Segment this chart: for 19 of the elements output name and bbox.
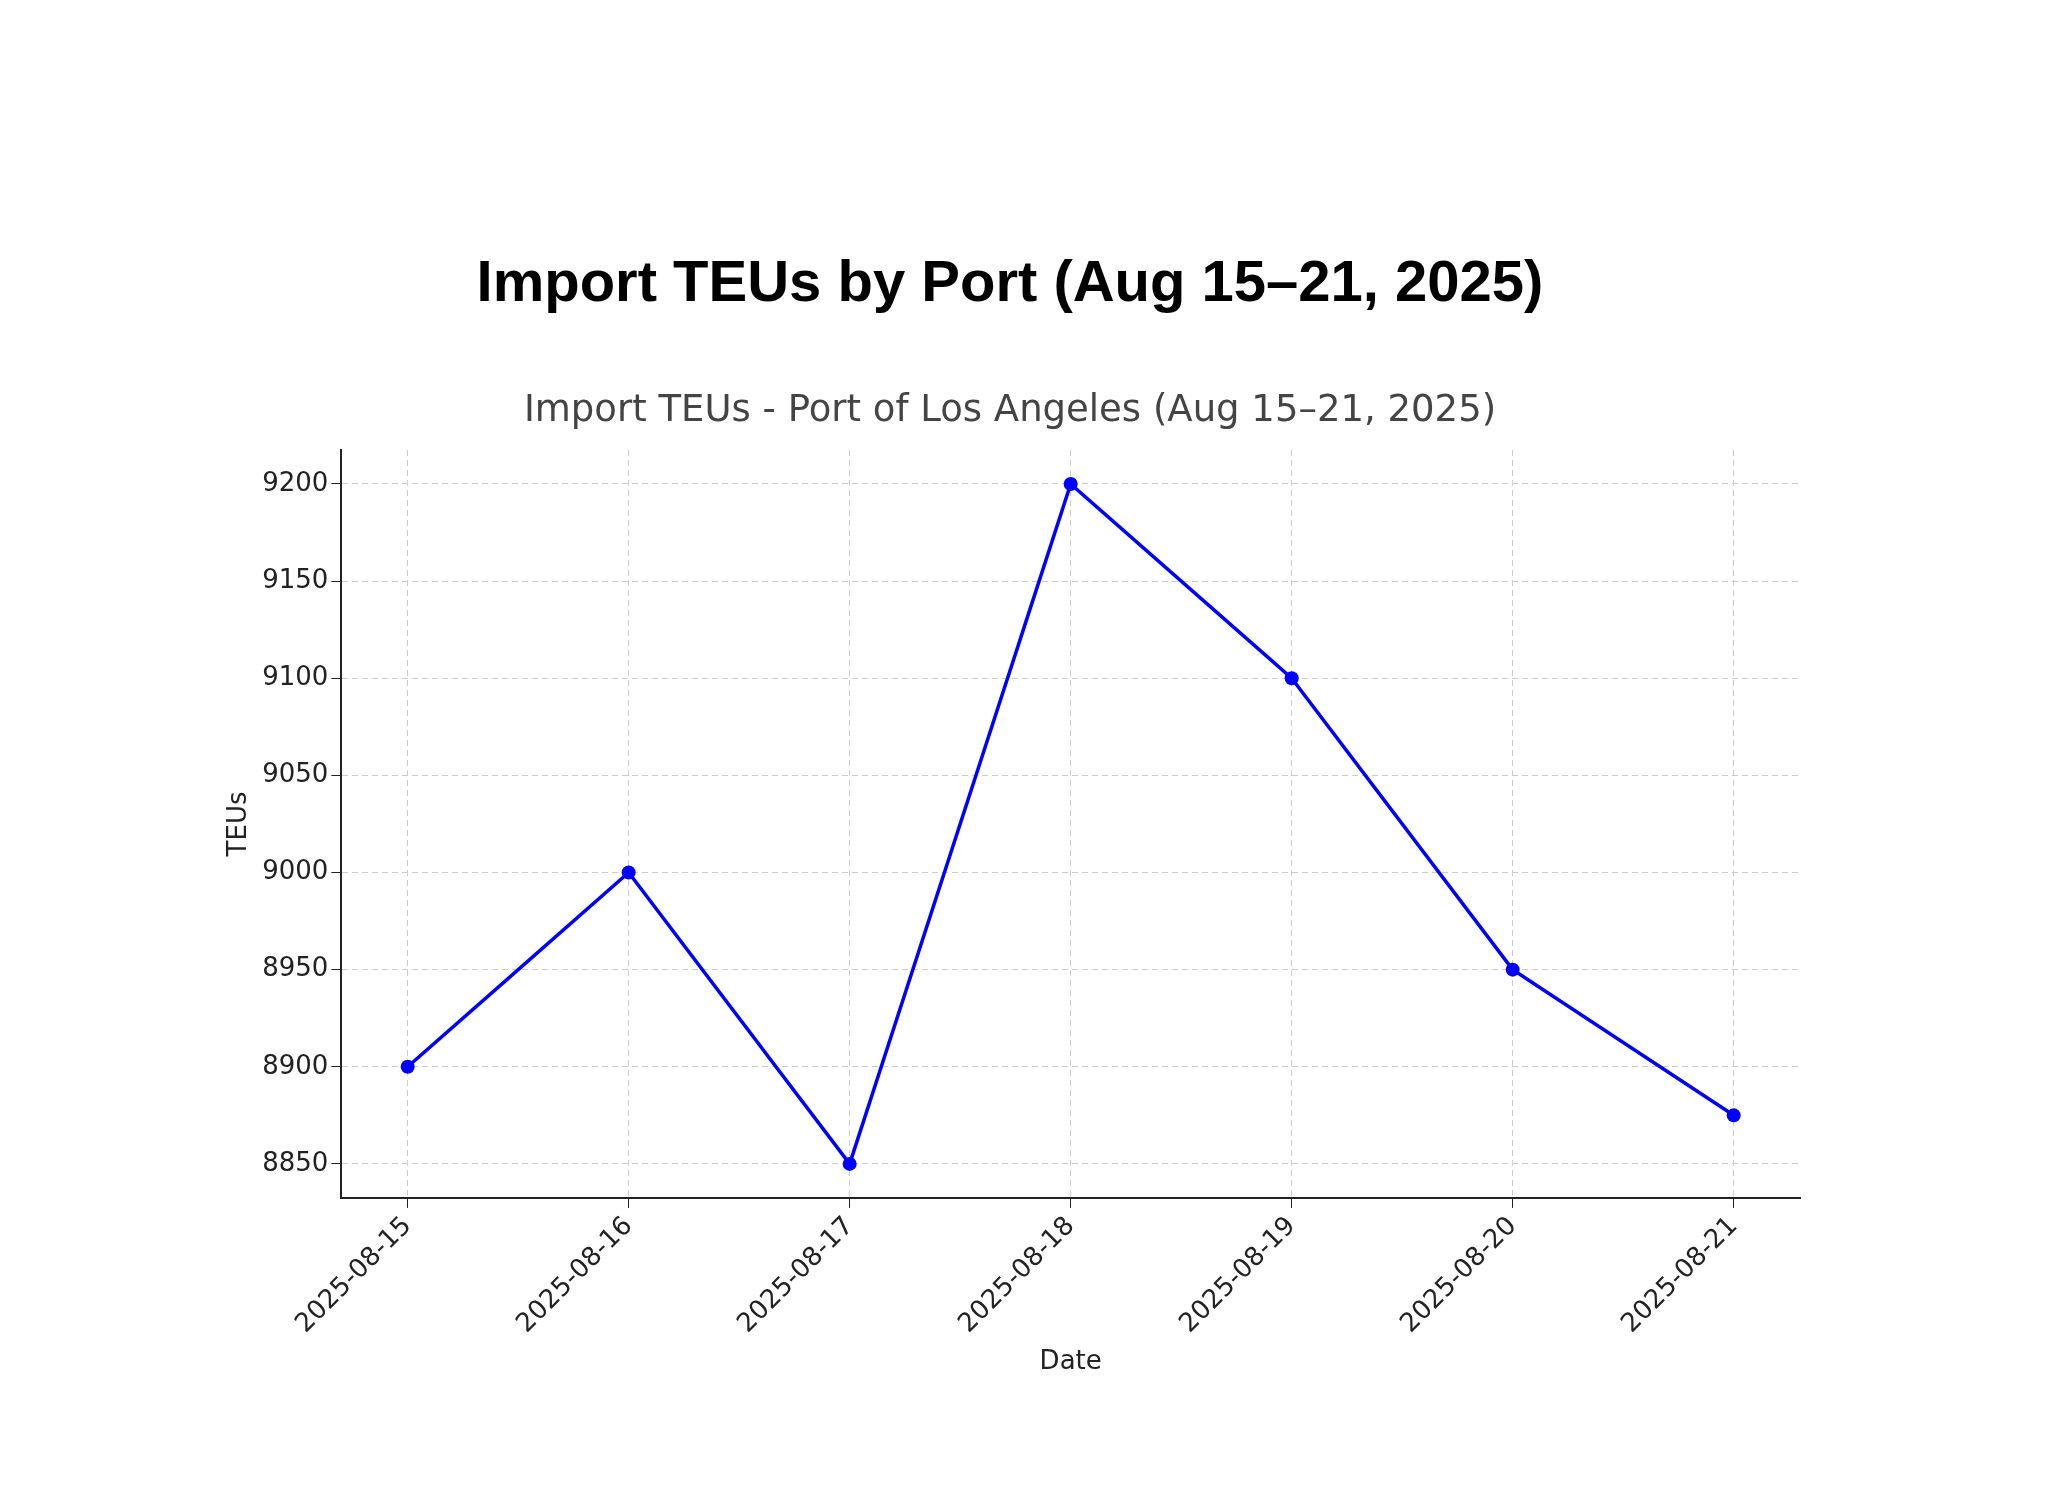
point [400, 1059, 415, 1074]
y-tick-label: 8950 [262, 952, 329, 983]
y-tick-label: 9000 [262, 855, 329, 886]
y-axis-title: TEUs [222, 791, 253, 858]
y-tick-label: 9100 [262, 661, 329, 691]
x-axis-title: Date [1039, 1345, 1102, 1376]
point [1284, 671, 1299, 686]
y-tick-label: 9150 [262, 563, 329, 594]
chart-title: Import TEUs by Port (Aug 15–21, 2025) [476, 247, 1544, 313]
point [1063, 477, 1078, 491]
point [621, 865, 636, 880]
y-tick-label: 8900 [262, 1049, 329, 1080]
chart-subtitle: Import TEUs - Port of Los Angeles (Aug 15–21, 2025) [523, 387, 1497, 431]
y-tick-label: 9050 [262, 758, 329, 789]
point [1726, 1108, 1741, 1123]
point [842, 1156, 857, 1171]
y-tick-label: 8850 [262, 1146, 329, 1177]
y-tick-label: 9200 [262, 466, 329, 497]
point [1505, 962, 1520, 977]
